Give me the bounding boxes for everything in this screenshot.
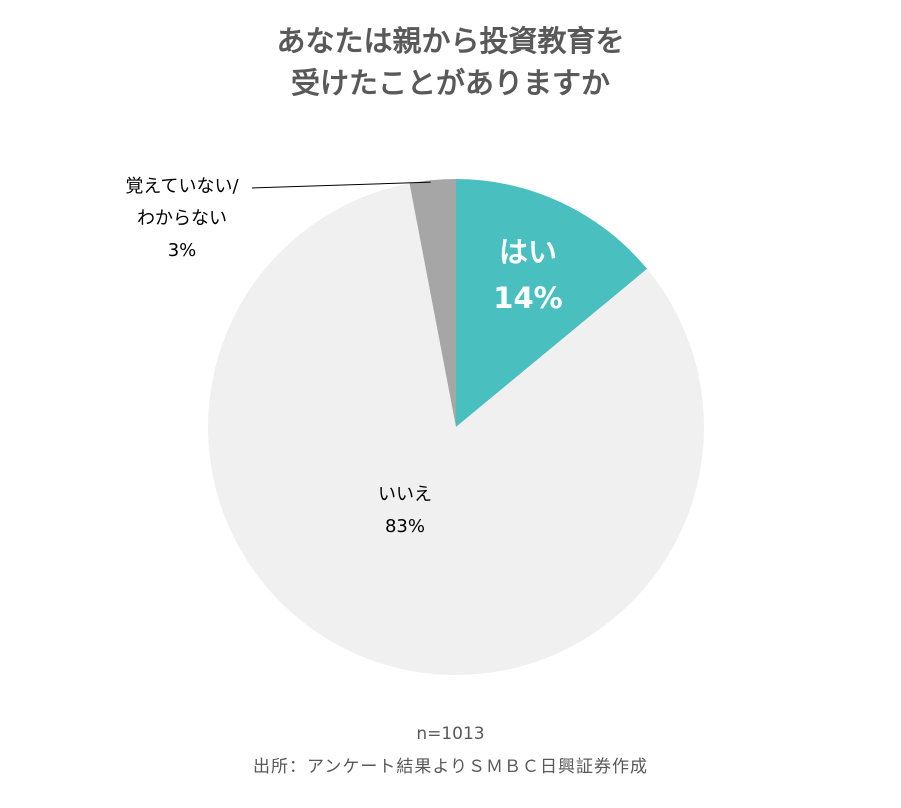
chart-title-line-2: 受けたことがありますか <box>290 66 610 100</box>
slice-label-1: いいえ <box>378 484 432 505</box>
pie-slice-1 <box>207 183 704 675</box>
slice-label-0: はい <box>499 235 557 269</box>
slice-value-label-0: 14% <box>493 281 562 315</box>
source-note: 出所：アンケート結果よりＳＭＢＣ日興証券作成 <box>253 757 648 777</box>
slice-value-label-2: 3% <box>168 240 197 261</box>
pie-slice-0 <box>456 179 648 427</box>
leader-line-2 <box>251 181 431 189</box>
slice-label-2: 覚えていない/ <box>125 176 239 197</box>
pie-slice-2 <box>409 179 456 427</box>
chart-title-line-1: あなたは親から投資教育を <box>276 24 625 58</box>
sample-size-note: n=1013 <box>416 724 485 744</box>
slice-label-2: わからない <box>137 208 227 229</box>
slice-value-label-1: 83% <box>385 516 425 537</box>
